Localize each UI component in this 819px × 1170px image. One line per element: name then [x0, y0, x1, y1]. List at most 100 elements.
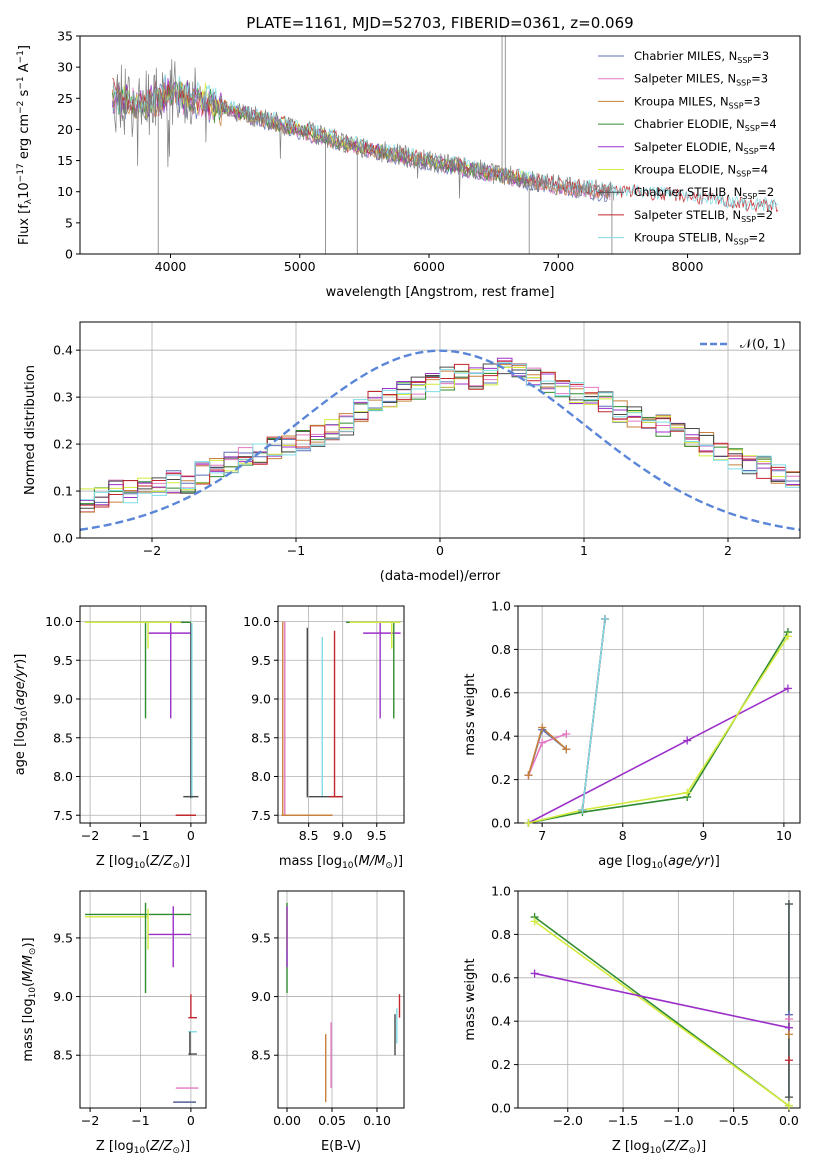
legend-entry: 𝒩(0, 1) [740, 336, 786, 351]
y-tick-label: 25 [57, 91, 73, 106]
x-tick-label: 2 [724, 543, 732, 558]
label-part: −1 [16, 50, 26, 63]
x-tick-label: 8 [619, 828, 627, 843]
label-part: age/yr [13, 662, 28, 705]
legend-nssp: =2 [756, 208, 773, 222]
y-axis-label: Normed distribution [23, 365, 38, 495]
y-tick-label: 9.5 [251, 930, 271, 945]
plot-area [85, 902, 199, 1103]
legend-model-name: Salpeter MILES, N [634, 72, 736, 86]
label-part: erg cm [17, 114, 32, 163]
legend-nssp: =4 [759, 140, 776, 154]
label-part: 10 [28, 987, 38, 999]
legend-subscript: SSP [736, 79, 751, 88]
y-tick-label: 9.0 [251, 989, 271, 1004]
label-part: Flux [f [17, 204, 32, 245]
label-part: ( [13, 706, 28, 711]
label-part: ] [17, 45, 32, 50]
legend-subscript: SSP [742, 192, 757, 201]
label-part: ( [661, 1139, 666, 1154]
x-tick-label: −2 [143, 543, 161, 558]
x-tick-label: −2 [81, 828, 99, 843]
y-tick-label: 10.0 [243, 614, 271, 629]
label-part: 10 [651, 861, 663, 871]
plot-area [286, 902, 401, 1103]
mass-vs-metallicity-panel: −2 −1 08.59.09.5Z [log10(Z/Z⊙)]mass [log10… [21, 890, 207, 1156]
label-part: 10 [20, 710, 30, 722]
label-part: ( [354, 854, 359, 869]
label-part: mass [log [279, 854, 342, 869]
legend-subscript: SSP [737, 56, 752, 65]
legend-entry: Chabrier STELIB, NSSP=2 [634, 185, 774, 201]
legend-entry: Salpeter MILES, NSSP=3 [634, 72, 768, 88]
grid-lines [80, 322, 800, 539]
label-part: ( [663, 854, 668, 869]
y-axis-label: age [log10(age/yr)] [13, 654, 30, 776]
label-part: −2 [16, 101, 26, 114]
label-part: −17 [16, 163, 26, 182]
label-part: Z/Z [149, 854, 173, 869]
residual-histogram [80, 362, 800, 504]
grid-lines [278, 891, 404, 1108]
legend-nssp: =4 [751, 163, 768, 177]
gaussian-reference-curve [80, 349, 800, 531]
axes-frame: 4000 5000 6000 7000 8000 0 5 10 15 20 25 30 35 [57, 29, 801, 274]
label-part: ⊙ [688, 1146, 696, 1156]
y-tick-label: 0.0 [53, 531, 73, 546]
label-part: mass weight [463, 673, 478, 755]
label-part: age/yr [668, 854, 711, 869]
x-axis-label: Z [log10(Z/Z⊙)] [612, 1139, 706, 1156]
y-tick-label: 0 [65, 247, 73, 262]
x-axis-label: E(B-V) [321, 1139, 361, 1154]
x-axis-label: Z [log10(Z/Z⊙)] [96, 1139, 190, 1156]
x-tick-label: −1 [131, 828, 149, 843]
plot-area [111, 36, 779, 254]
axes-frame: −2 −1 0 8.5 9.0 9.5 [53, 890, 207, 1128]
label-part: E(B-V) [321, 1139, 361, 1154]
plot-area [80, 349, 800, 531]
label-part: ⊙ [172, 1146, 180, 1156]
label-part: −1 [16, 76, 26, 89]
data-point-marker [783, 684, 792, 693]
y-tick-label: 0.4 [491, 729, 511, 744]
y-tick-label: 8.0 [251, 769, 271, 784]
legend-model-name: Kroupa MILES, N [634, 94, 729, 108]
data-point-marker [530, 917, 539, 926]
label-part: (data-model)/error [380, 569, 501, 584]
legend-nssp: =2 [757, 185, 774, 199]
legend-subscript: SSP [736, 170, 751, 179]
axes-box [517, 890, 801, 1109]
label-part: )] [393, 854, 403, 869]
legend-entry: Chabrier MILES, NSSP=3 [634, 49, 769, 65]
y-tick-label: 9.5 [53, 653, 73, 668]
spectrum-panel: 4000 5000 6000 7000 8000 0 5 10 15 20 25 30 35 wavele… [16, 29, 801, 300]
x-axis-label: wavelength [Angstrom, rest frame] [326, 285, 555, 300]
legend-model-name: Chabrier MILES, N [634, 49, 737, 63]
legend-model-name: Chabrier STELIB, N [634, 185, 742, 199]
axes-box [79, 35, 801, 255]
label-part: Z [log [96, 1139, 134, 1154]
x-tick-label: 6000 [413, 259, 445, 274]
x-axis-label: Z [log10(Z/Z⊙)] [96, 854, 190, 871]
axes-frame: −2 −1 0 7.5 8.0 8.5 9.0 9.5 10.0 [45, 605, 207, 843]
label-part: ⊙ [385, 861, 393, 871]
x-tick-label: −1 [131, 1113, 149, 1128]
x-tick-label: 0.10 [363, 1113, 391, 1128]
label-part: age [log [13, 722, 28, 775]
series-line [534, 920, 790, 1107]
data-point-marker [578, 805, 587, 814]
label-part: λ [24, 198, 34, 204]
series-line [581, 618, 606, 811]
y-tick-label: 7.5 [53, 808, 73, 823]
legend-nssp: =3 [751, 72, 768, 86]
y-axis-label: mass weight [463, 673, 478, 755]
legend-nssp: =2 [749, 231, 766, 245]
data-point-marker [784, 1015, 793, 1024]
axes-frame: −2.0 −1.5 −1.0 −0.5 0.0 0.0 0.2 0.4 0.6 0.8 1.0 [491, 884, 801, 1128]
y-tick-label: 0.6 [491, 970, 511, 985]
x-tick-label: 9 [699, 828, 707, 843]
legend-subscript: SSP [745, 124, 760, 133]
y-tick-label: 1.0 [491, 884, 511, 899]
